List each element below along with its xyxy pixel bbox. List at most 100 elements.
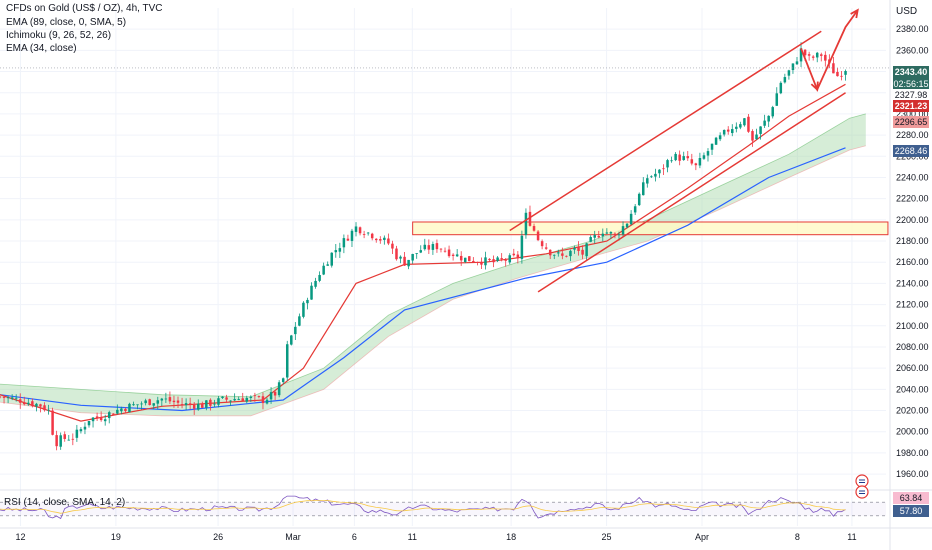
rsi-title[interactable]: RSI (14, close, SMA, 14, 2) [4,497,126,508]
rsi-value-b: 57.80 [893,505,929,517]
candle-body [164,398,168,400]
projection-arrow-up [850,8,859,19]
candle-body [213,403,216,405]
y-tick-label: 2220.00 [896,194,929,204]
candle-body [322,265,325,275]
candle-body [431,244,435,250]
candle-body [722,129,726,135]
candle-body [91,417,95,422]
candle-body [763,120,766,126]
candle-body [184,403,188,406]
rsi-line [0,495,846,520]
candle-body [225,397,228,400]
candle-body [726,129,730,132]
candle-body [411,253,414,261]
candle-body [629,213,633,225]
candle-body [39,404,42,407]
candle-body [0,396,2,398]
candle-body [759,126,762,134]
candle-body [682,156,685,161]
candle-body [771,107,774,117]
candle-body [23,402,26,405]
candle-body [124,408,127,412]
candle-body [536,231,540,241]
candle-body [31,401,34,406]
candle-body [609,232,613,234]
candle-body [192,405,196,409]
candle-body [787,70,791,76]
candle-body [791,63,795,71]
candle-body [330,252,333,266]
candle-body [840,75,843,77]
candle-body [605,232,609,234]
candle-body [302,302,305,317]
candle-body [205,400,208,408]
candle-body [565,255,568,257]
candle-body [815,52,819,58]
candle-body [99,417,103,421]
candle-body [666,160,669,168]
candle-body [844,71,847,75]
candle-body [136,404,139,406]
candle-body [233,399,236,401]
price-tag-c: 2296.65 [893,116,929,128]
indicator-ema34-label[interactable]: EMA (34, close) [6,43,77,54]
projection-path [800,9,859,92]
candle-body [257,396,261,397]
candle-body [573,247,576,250]
x-tick-label: 25 [602,532,612,542]
candle-body [326,264,329,266]
candle-body [67,439,71,441]
candle-body [160,398,164,401]
candle-body [334,250,338,253]
support-zone-layer [412,221,889,236]
rsi-ma-line [0,500,846,514]
currency-label[interactable]: USD [896,6,918,17]
event-badge [855,485,869,499]
candle-body [176,400,180,403]
candle-body [120,408,123,412]
candle-body [516,254,520,259]
x-tick-label: 11 [408,532,417,542]
candle-body [87,421,91,426]
candle-body [613,233,617,235]
candle-body [346,238,350,241]
candle-body [152,403,155,406]
candle-body [423,244,427,250]
candle-body [504,259,507,261]
candle-body [310,285,313,300]
price-tag-a: 2327.98 [893,89,929,101]
candle-body [435,243,439,250]
candle-body [55,435,58,447]
candle-body [702,155,706,159]
y-tick-label: 1980.00 [896,448,929,458]
candle-body [221,396,224,398]
candle-body [144,400,147,404]
candle-body [488,258,491,260]
candle-body [387,238,390,244]
y-tick-label: 2000.00 [896,427,929,437]
candle-body [217,398,220,405]
candle-body [674,153,677,161]
candle-body [755,134,758,140]
x-tick-label: 11 [847,532,856,542]
candle-body [496,257,499,261]
candle-body [451,254,455,256]
candle-body [407,259,410,267]
candle-body [540,241,544,247]
x-tick-label: 6 [352,532,357,542]
candle-body [650,176,653,178]
indicator-ema89-label[interactable]: EMA (89, close, 0, SMA, 5) [6,17,127,28]
candle-body [338,248,342,252]
channel-lower-line [537,92,846,293]
candle-body [472,260,475,263]
candle-body [480,262,483,265]
x-tick-label: 19 [111,532,121,542]
candle-body [273,391,277,396]
candle-body [342,238,346,248]
ichimoku-span-a [0,113,866,398]
candle-body [447,249,451,257]
candle-body [735,126,738,129]
indicator-ichimoku-label[interactable]: Ichimoku (9, 26, 52, 26) [6,30,112,41]
